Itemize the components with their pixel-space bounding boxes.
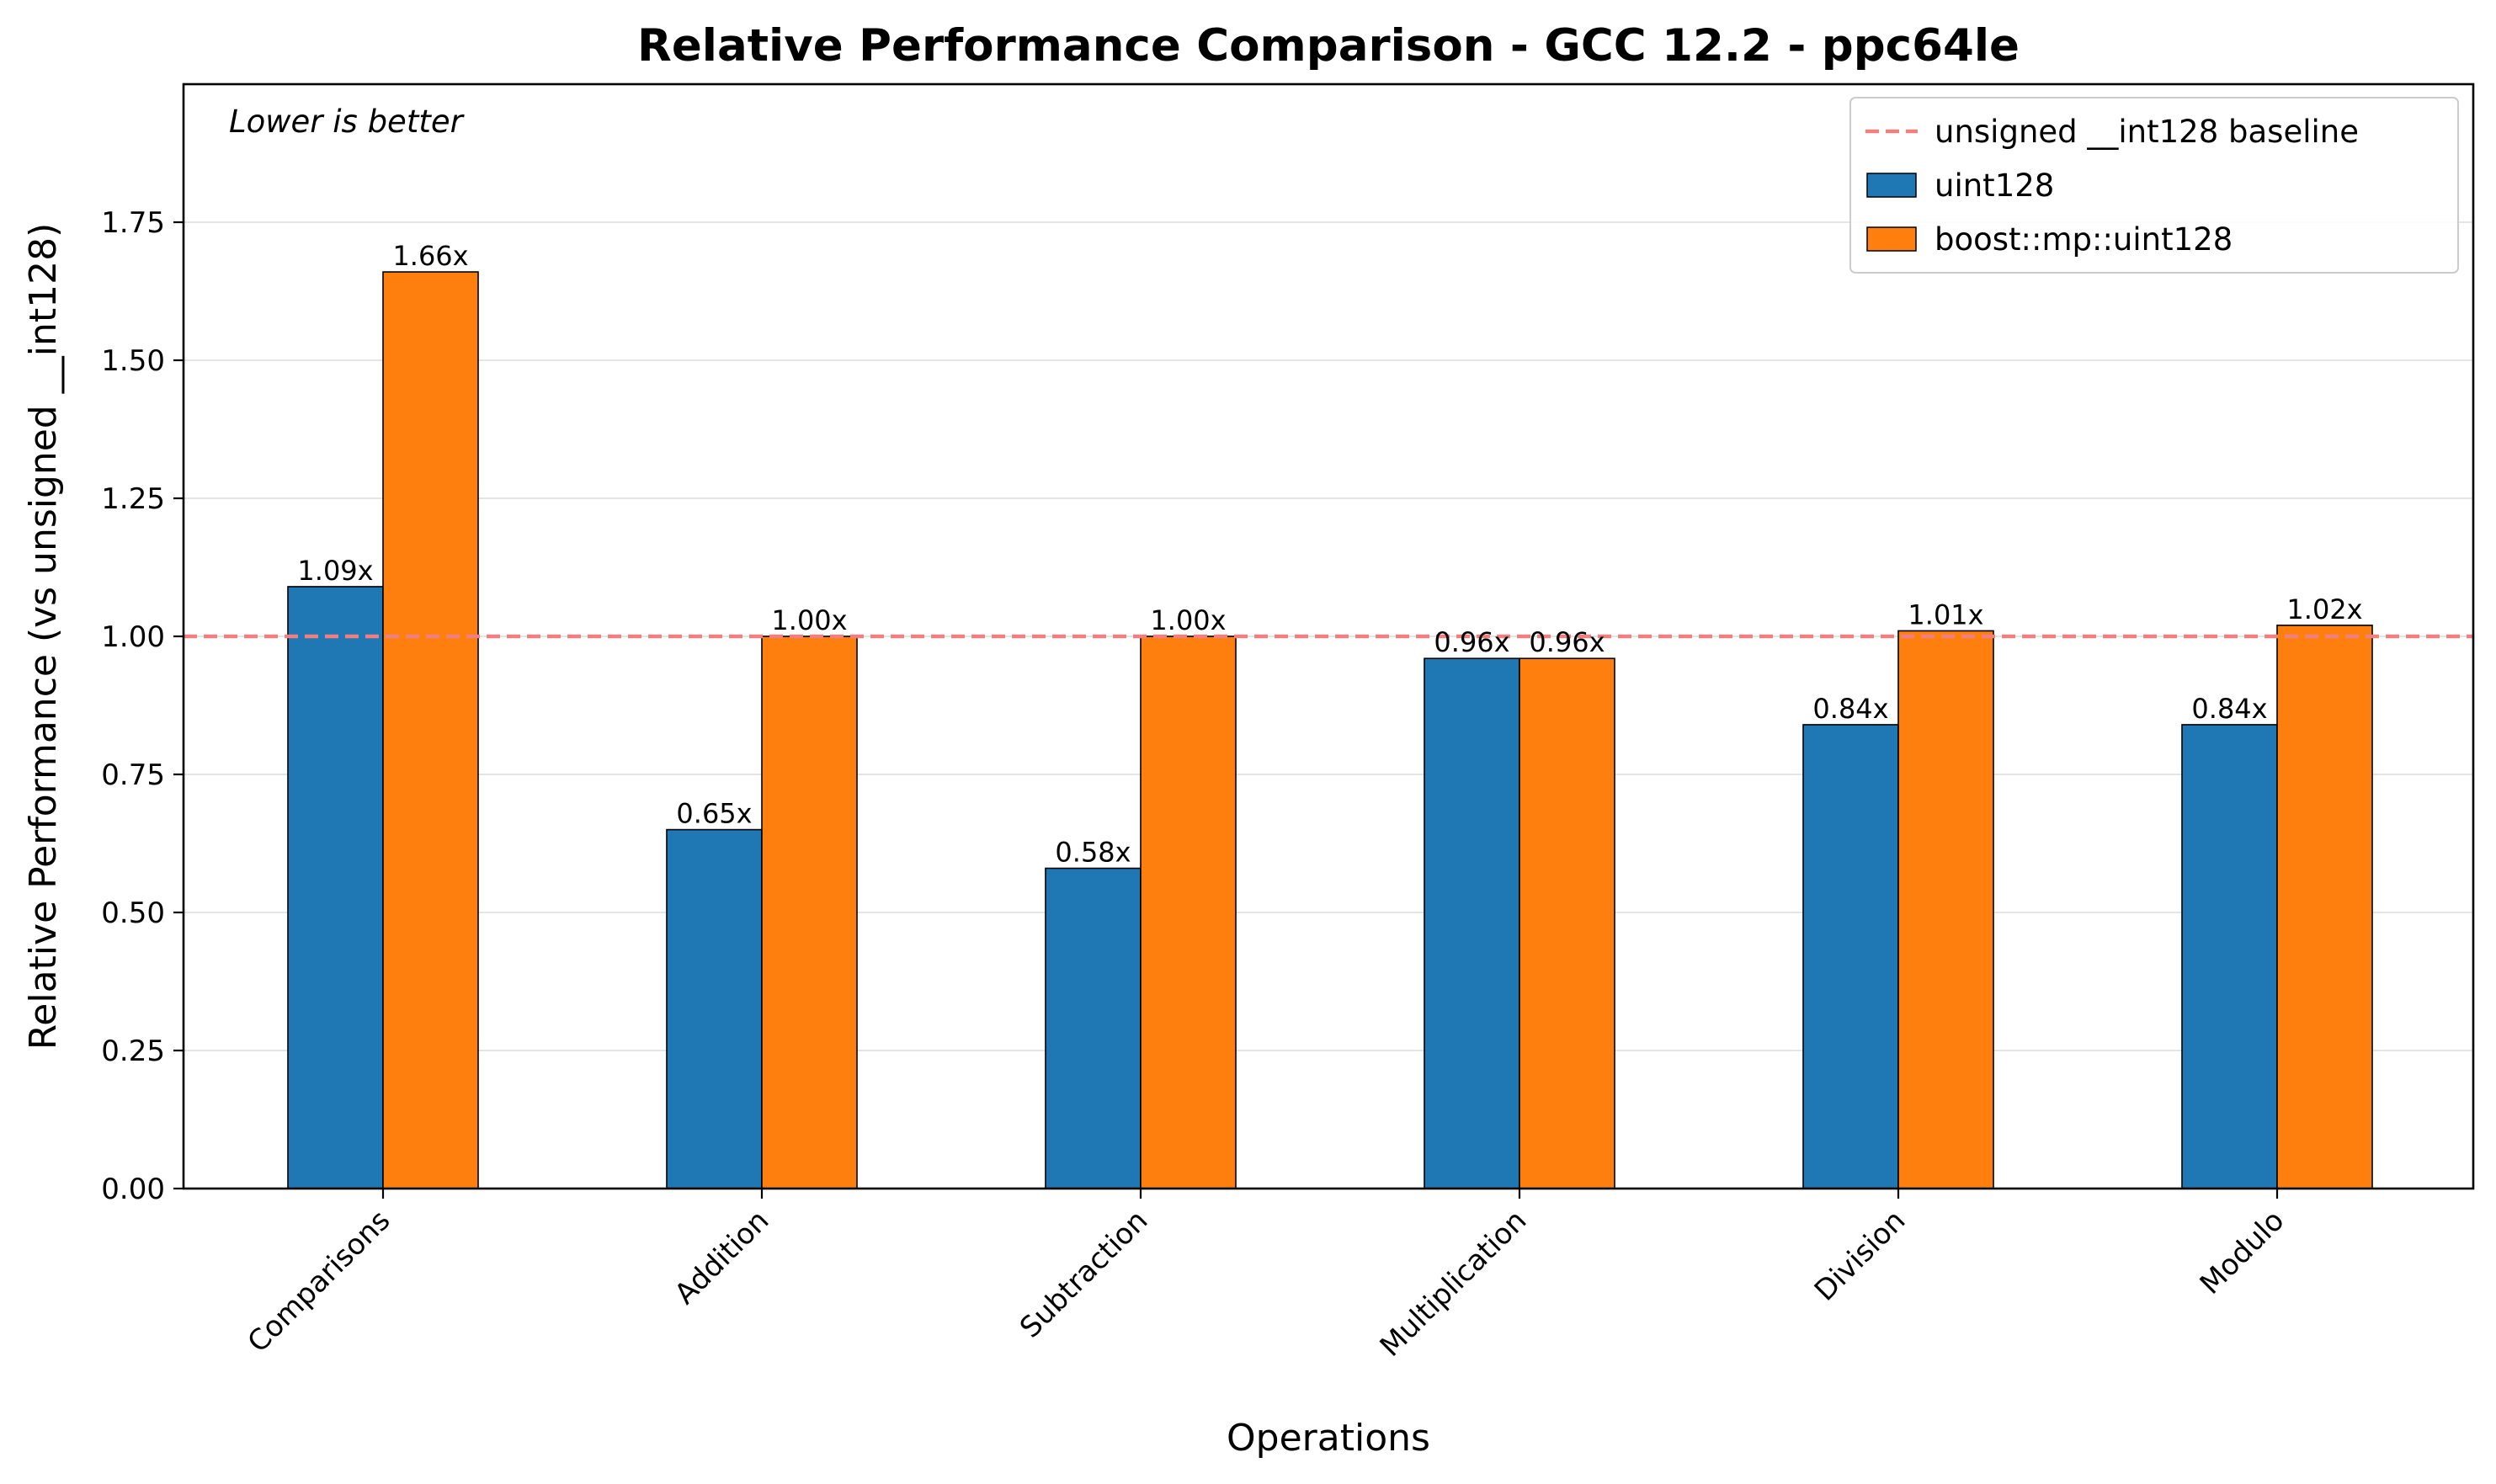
bar-addition-uint128 (666, 828, 763, 1189)
y-tick-label: 1.25 (101, 482, 165, 516)
bar-value-label: 1.02x (2286, 593, 2362, 625)
x-tick-label-multiplication: Multiplication (1374, 1204, 1534, 1364)
x-tick-label-subtraction: Subtraction (1014, 1204, 1154, 1344)
y-tick-label: 1.50 (101, 344, 165, 378)
bar-value-label: 1.09x (297, 555, 373, 587)
y-tick-label: 0.50 (101, 896, 165, 930)
bar-value-label: 0.65x (676, 798, 752, 830)
bar-comparisons-boost-uint128 (382, 271, 479, 1189)
x-tick-label-division: Division (1808, 1204, 1913, 1308)
legend-uint128-swatch (1866, 173, 1917, 198)
bar-value-label: 1.01x (1908, 598, 1983, 630)
x-axis-title: Operations (1227, 1417, 1430, 1460)
bar-modulo-uint128 (2181, 724, 2278, 1189)
bar-value-label: 1.00x (1150, 604, 1226, 636)
legend-baseline-label: unsigned __int128 baseline (1935, 114, 2359, 150)
lower-is-better-annotation: Lower is better (229, 104, 466, 140)
bar-subtraction-uint128 (1045, 867, 1142, 1189)
bar-value-label: 1.66x (392, 240, 468, 272)
legend-boost-uint128-label: boost::mp::uint128 (1935, 221, 2233, 258)
legend-boost-uint128-swatch (1866, 226, 1917, 252)
legend-frame (1849, 97, 2459, 274)
bar-value-label: 0.96x (1529, 626, 1605, 658)
x-tick-label-modulo: Modulo (2194, 1204, 2291, 1301)
bars (287, 271, 2373, 1189)
y-axis-title: Relative Performance (vs unsigned __int1… (22, 223, 65, 1051)
bar-value-label: 0.84x (1812, 693, 1888, 725)
bar-comparisons-uint128 (287, 586, 384, 1189)
y-tick-label: 0.00 (101, 1173, 165, 1206)
y-tick-label: 1.00 (101, 620, 165, 654)
x-tick-label-comparisons: Comparisons (242, 1204, 397, 1359)
legend: unsigned __int128 baseline uint128 boost… (1849, 97, 2459, 274)
bar-division-uint128 (1802, 724, 1899, 1189)
y-tick-label: 0.75 (101, 758, 165, 792)
bar-value-label: 0.58x (1055, 837, 1131, 869)
bar-value-labels: 1.09x 0.65x 0.58x 0.96x 0.84x 0.84x 1.66x 1.00x… (297, 240, 2362, 868)
bar-multiplication-boost-uint128 (1519, 657, 1615, 1189)
bar-addition-boost-uint128 (761, 636, 858, 1189)
x-tick-label-addition: Addition (668, 1204, 776, 1311)
plot-frame (182, 82, 2475, 1190)
chart-title: Relative Performance Comparison - GCC 12… (637, 20, 2020, 72)
bar-value-label: 1.00x (771, 604, 847, 636)
bar-multiplication-uint128 (1424, 657, 1520, 1189)
bar-division-boost-uint128 (1897, 630, 1994, 1189)
bar-modulo-boost-uint128 (2276, 625, 2373, 1189)
bar-value-label: 0.96x (1434, 626, 1509, 658)
y-tick-label: 1.75 (101, 206, 165, 240)
y-tick-label: 0.25 (101, 1035, 165, 1068)
legend-uint128-label: uint128 (1935, 168, 2054, 204)
grid-lines (184, 221, 2473, 1189)
bar-value-label: 0.84x (2191, 693, 2267, 725)
bar-subtraction-boost-uint128 (1140, 636, 1237, 1189)
